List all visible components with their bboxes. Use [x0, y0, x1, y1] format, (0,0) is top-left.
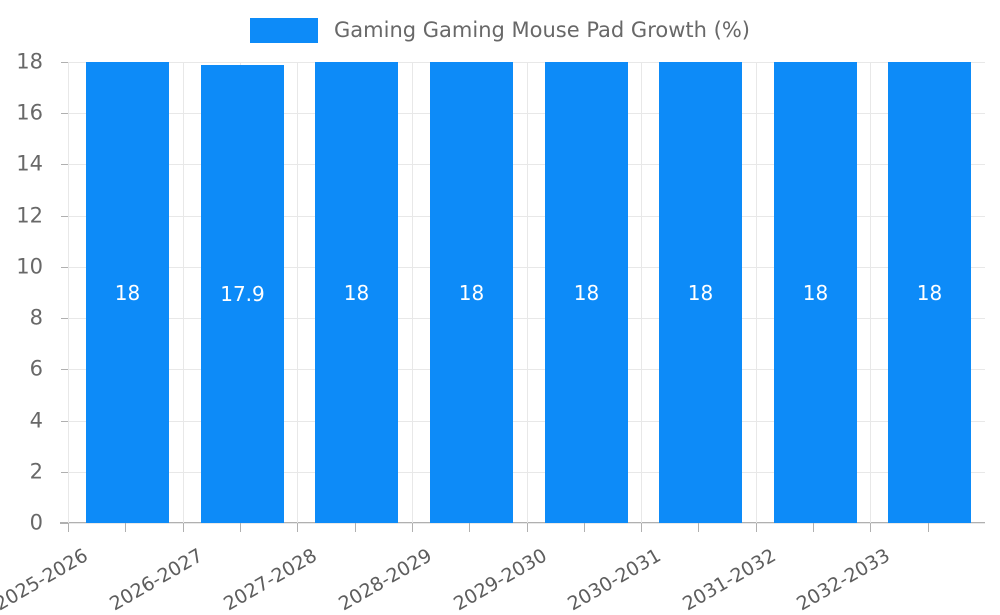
y-axis-tick-label: 12 [16, 203, 43, 228]
gridline-horizontal [68, 215, 985, 217]
y-axis-tick-label: 6 [29, 356, 43, 381]
x-axis-tick-mark [68, 523, 69, 532]
legend-item-series-0[interactable]: Gaming Gaming Mouse Pad Growth (%) [250, 17, 750, 43]
y-axis-tick-label: 2 [29, 459, 43, 484]
bar-value-label: 18 [343, 280, 370, 305]
gridline-vertical [641, 62, 642, 523]
x-axis-tick-mark [125, 523, 126, 532]
x-axis-tick-mark [928, 523, 929, 532]
x-axis-tick-mark [469, 523, 470, 532]
gridline-vertical [756, 62, 757, 523]
bar[interactable]: 18 [86, 62, 169, 523]
x-axis-tick-label: 2027-2028 [220, 544, 321, 615]
x-axis-tick-mark [584, 523, 585, 532]
gridline-vertical [297, 62, 298, 523]
y-axis-tick-label: 18 [16, 49, 43, 74]
x-axis-tick-label: 2031-2032 [679, 544, 780, 615]
x-axis-tick-label: 2028-2029 [335, 544, 436, 615]
x-axis-tick-label: 2026-2027 [106, 544, 207, 615]
bar-value-label: 17.9 [220, 281, 265, 306]
y-axis-tick-label: 14 [16, 151, 43, 176]
x-axis-tick-mark [756, 523, 757, 532]
x-axis-tick-mark [183, 523, 184, 532]
y-axis-tick-label: 4 [29, 408, 43, 433]
x-axis-tick-label: 2030-2031 [564, 544, 665, 615]
gridline-horizontal [68, 369, 985, 371]
bar[interactable]: 18 [545, 62, 628, 523]
y-axis-tick-mark [61, 523, 68, 524]
gridline-horizontal [68, 266, 985, 268]
x-axis-tick-label: 2032-2033 [793, 544, 894, 615]
bar[interactable]: 18 [774, 62, 857, 523]
gridline-horizontal [68, 471, 985, 473]
bar-value-label: 18 [573, 280, 600, 305]
gridline-horizontal [68, 318, 985, 320]
x-axis-tick-mark [698, 523, 699, 532]
y-axis-tick-label: 8 [29, 305, 43, 330]
gridline-horizontal [68, 523, 985, 524]
bar-chart: Gaming Gaming Mouse Pad Growth (%) 0 2 4 6 8… [0, 10, 1000, 615]
x-axis-tick-mark [870, 523, 871, 532]
gridline-horizontal [68, 62, 985, 63]
gridline-horizontal [68, 420, 985, 422]
y-axis-tick-mark [61, 62, 68, 63]
bar-value-label: 18 [916, 280, 943, 305]
bar[interactable]: 18 [888, 62, 971, 523]
x-axis-tick-mark [527, 523, 528, 532]
x-axis-tick-label: 2029-2030 [450, 544, 551, 615]
x-axis-tick-mark [813, 523, 814, 532]
bar-value-label: 18 [687, 280, 714, 305]
bar-value-label: 18 [114, 280, 141, 305]
gridline-vertical [183, 62, 184, 523]
x-axis-tick-mark [240, 523, 241, 532]
bar[interactable]: 18 [659, 62, 742, 523]
y-axis-tick-mark [61, 420, 68, 422]
x-axis-tick-label: 2025-2026 [0, 544, 92, 615]
bar[interactable]: 18 [430, 62, 513, 523]
y-axis-tick-mark [61, 113, 68, 115]
y-axis-tick-label: 10 [16, 254, 43, 279]
gridline-horizontal [68, 113, 985, 115]
y-axis-tick-mark [61, 369, 68, 371]
x-axis-tick-mark [641, 523, 642, 532]
bar[interactable]: 18 [315, 62, 398, 523]
y-axis-tick-mark [61, 266, 68, 268]
y-axis-tick-mark [61, 471, 68, 473]
x-axis-tick-mark [297, 523, 298, 532]
gridline-vertical [412, 62, 413, 523]
bars-layer: 18 17.9 18 18 18 18 18 18 [68, 62, 985, 523]
bar-value-label: 18 [802, 280, 829, 305]
plot-area: 0 2 4 6 8 10 12 14 16 18 18 17.9 18 18 18 18 18 18 2025-… [0, 51, 985, 615]
chart-legend: Gaming Gaming Mouse Pad Growth (%) [0, 10, 1000, 50]
bar[interactable]: 17.9 [201, 64, 284, 523]
x-axis-tick-mark [355, 523, 356, 532]
legend-color-swatch-icon [250, 17, 319, 43]
y-axis-tick-mark [61, 215, 68, 217]
y-axis-tick-mark [61, 164, 68, 166]
y-axis-tick-label: 16 [16, 100, 43, 125]
gridline-horizontal [68, 164, 985, 166]
gridline-vertical [527, 62, 528, 523]
x-axis-tick-mark [412, 523, 413, 532]
y-axis-tick-mark [61, 318, 68, 320]
y-axis-tick-label: 0 [29, 510, 43, 535]
gridline-vertical [870, 62, 871, 523]
bar-value-label: 18 [458, 280, 485, 305]
gridline-vertical [68, 62, 69, 523]
legend-item-label: Gaming Gaming Mouse Pad Growth (%) [334, 17, 750, 42]
